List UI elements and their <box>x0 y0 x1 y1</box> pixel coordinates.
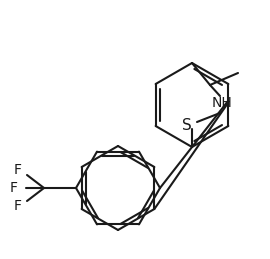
Text: F: F <box>14 199 22 213</box>
Text: NH: NH <box>212 96 232 110</box>
Text: S: S <box>182 118 192 133</box>
Text: F: F <box>10 181 18 195</box>
Text: F: F <box>14 163 22 177</box>
